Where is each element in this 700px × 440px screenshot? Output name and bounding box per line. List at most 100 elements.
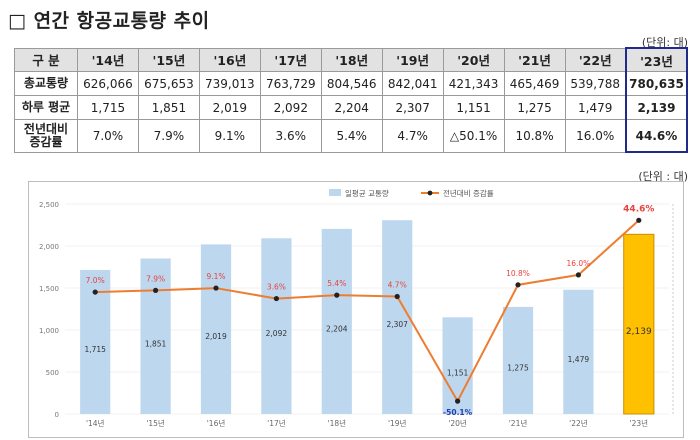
y-tick-label: 2,000: [39, 243, 59, 251]
bar: [502, 306, 534, 414]
table-cell: 739,013: [198, 71, 261, 96]
bar: [563, 289, 594, 414]
header-cell: '16년: [198, 47, 261, 72]
table-row: 하루 평균 1,715 1,851 2,019 2,092 2,204 2,30…: [14, 95, 689, 120]
bar-value-label: 2,204: [326, 324, 348, 333]
legend-bar-label: 일평균 교통량: [345, 188, 389, 198]
rate-line: [95, 219, 640, 404]
rate-value-label: 7.0%: [86, 276, 105, 285]
x-tick-label: '21년: [509, 418, 528, 428]
bar-value-label: 2,139: [626, 327, 652, 337]
header-cell: '20년: [442, 47, 505, 72]
table-cell: 465,469: [503, 71, 566, 96]
rate-value-label: 44.6%: [623, 204, 654, 214]
bar-value-label: 2,019: [205, 332, 227, 341]
legend-bar-swatch: [329, 189, 341, 196]
table-row: 총교통량 626,066 675,653 739,013 763,729 804…: [14, 71, 689, 96]
table-cell: 539,788: [564, 71, 627, 96]
rate-marker: [636, 217, 642, 223]
table-cell: 1,715: [77, 95, 139, 120]
chart-unit: (단위 : 대): [638, 170, 688, 183]
table-cell: 804,546: [320, 71, 383, 96]
bar-value-label: 1,479: [568, 355, 590, 364]
header-cell: 구 분: [14, 47, 78, 72]
row-label: 하루 평균: [14, 95, 78, 120]
table-cell: 2,019: [198, 95, 261, 120]
traffic-table: 구 분 '14년 '15년 '16년 '17년 '18년 '19년 '20년 '…: [14, 47, 689, 153]
bar-value-label: 1,151: [447, 369, 469, 378]
x-tick-label: '22년: [569, 418, 588, 428]
combo-chart: 0 500 1,000 1,500 2,000 2,500 1,715 '14년 1,851 '1…: [39, 188, 674, 428]
table-header-row: 구 분 '14년 '15년 '16년 '17년 '18년 '19년 '20년 '…: [14, 47, 689, 72]
header-cell: '22년: [564, 47, 627, 72]
header-cell: '18년: [320, 47, 383, 72]
table-cell: 5.4%: [320, 119, 383, 153]
rate-marker: [153, 287, 159, 293]
header-cell: '17년: [259, 47, 322, 72]
bar: [442, 317, 473, 414]
rate-value-label: 3.6%: [267, 283, 286, 292]
rate-marker: [334, 292, 340, 298]
y-tick-label: 1,500: [39, 285, 59, 293]
rate-value-label: 7.9%: [146, 274, 165, 283]
rate-marker: [515, 282, 521, 288]
y-tick-label: 2,500: [39, 201, 59, 209]
rate-marker: [394, 293, 400, 300]
bar: [140, 258, 171, 414]
table-cell: 7.0%: [77, 119, 139, 153]
y-tick-label: 0: [55, 411, 59, 419]
table-cell: 675,653: [137, 71, 200, 96]
bar-value-label: 2,092: [266, 329, 288, 338]
legend-line-marker: [427, 190, 433, 196]
rate-value-label: 10.8%: [506, 269, 530, 278]
table-cell: 4.7%: [381, 119, 444, 153]
table-cell: △50.1%: [442, 119, 505, 153]
x-tick-label: '20년: [448, 418, 467, 428]
bar: [382, 220, 413, 414]
table-cell: 2,139: [624, 95, 689, 120]
table-cell: 2,204: [320, 95, 383, 120]
page-title: □ 연간 항공교통량 추이: [8, 10, 210, 32]
table-cell: 626,066: [77, 71, 139, 96]
rate-value-label: -50.1%: [443, 408, 473, 417]
rate-value-label: 5.4%: [327, 279, 346, 288]
table-cell: 44.6%: [624, 119, 689, 153]
table-cell: 763,729: [259, 71, 322, 96]
bar-value-label: 1,275: [507, 363, 529, 372]
table-cell: 7.9%: [137, 119, 200, 153]
x-tick-label: '15년: [146, 418, 165, 428]
table-cell: 2,307: [381, 95, 444, 120]
table-cell: 10.8%: [503, 119, 566, 153]
rate-marker: [575, 272, 582, 278]
rate-value-label: 16.0%: [566, 259, 590, 268]
rate-value-label: 9.1%: [206, 272, 225, 281]
bar: [261, 238, 292, 414]
x-tick-label: '23년: [630, 418, 649, 428]
table-cell: 1,851: [137, 95, 200, 120]
table-cell: 421,343: [442, 71, 505, 96]
legend-line-label: 전년대비 증감률: [443, 188, 494, 198]
table-cell: 1,479: [564, 95, 627, 120]
row-label: 총교통량: [14, 71, 78, 96]
header-cell: '19년: [381, 47, 444, 72]
header-cell: '15년: [137, 47, 200, 72]
y-tick-label: 500: [46, 369, 59, 377]
table-cell: 3.6%: [259, 119, 322, 153]
rate-value-label: 4.7%: [388, 280, 407, 289]
rate-marker: [273, 295, 279, 302]
table-cell: 780,635: [624, 71, 689, 96]
rate-marker: [455, 398, 461, 404]
x-tick-label: '14년: [86, 418, 105, 428]
x-tick-label: '19년: [388, 418, 407, 428]
header-cell: '14년: [77, 47, 139, 72]
x-tick-label: '17년: [267, 418, 286, 428]
chart-area: 0 500 1,000 1,500 2,000 2,500 1,715 '14년 1,851 '1…: [28, 181, 684, 438]
bar: [321, 228, 352, 414]
rate-marker: [92, 289, 98, 295]
x-tick-label: '16년: [207, 418, 226, 428]
table-cell: 2,092: [259, 95, 322, 120]
y-tick-label: 1,000: [39, 327, 59, 335]
x-tick-label: '18년: [328, 418, 347, 428]
bar-value-label: 1,715: [84, 345, 106, 354]
bar: [623, 233, 655, 415]
